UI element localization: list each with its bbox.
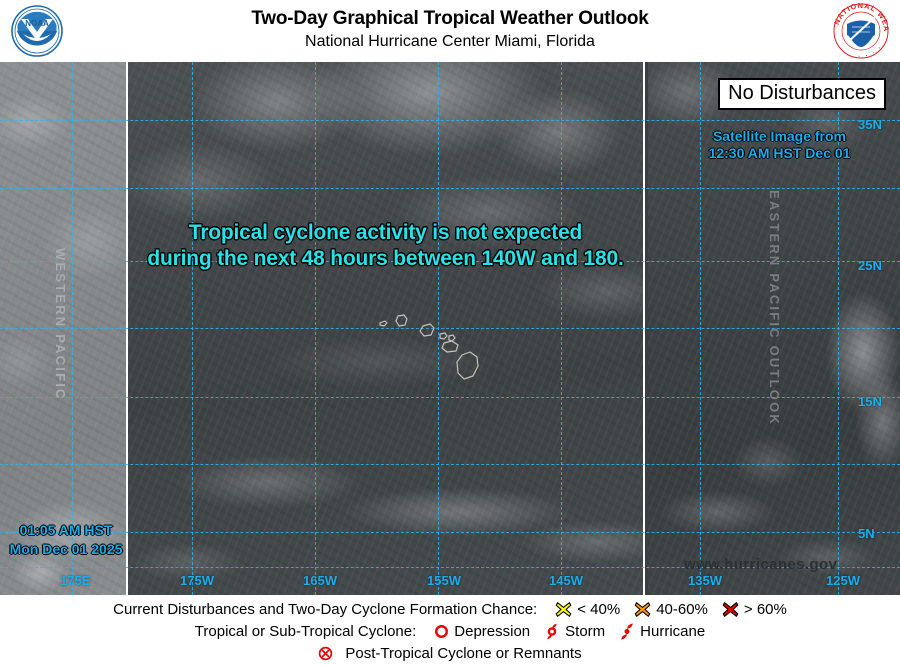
western-pacific-label: WESTERN PACIFIC: [53, 248, 68, 401]
latitude-label: 5N: [858, 526, 875, 541]
longitude-label: 125W: [826, 573, 860, 588]
longitude-label: 165W: [303, 573, 337, 588]
hurricane-spiral-icon: [619, 622, 635, 640]
longitude-label: 175W: [180, 573, 214, 588]
noaa-logo: NOAA: [8, 4, 66, 59]
status-badge: No Disturbances: [718, 78, 886, 110]
page-title: Two-Day Graphical Tropical Weather Outlo…: [251, 8, 649, 29]
legend-row-cyclone-types: Tropical or Sub-Tropical Cyclone: Depres…: [0, 620, 900, 642]
legend-label-chance-medium: 40-60%: [656, 600, 708, 618]
x-mark-icon: [634, 601, 651, 618]
local-time-stamp: 01:05 AM HST Mon Dec 01 2025: [9, 522, 123, 557]
header: NOAA Two-Day Graphical Tropical Weather …: [0, 0, 900, 62]
legend-item-depression: Depression: [434, 623, 530, 640]
legend: Current Disturbances and Two-Day Cyclone…: [0, 595, 900, 665]
legend-item-chance-medium: 40-60%: [634, 601, 708, 618]
legend-label-depression: Depression: [454, 622, 531, 640]
storm-spiral-icon: [544, 623, 560, 640]
svg-text:NOAA: NOAA: [25, 19, 49, 28]
legend-item-storm: Storm: [544, 623, 605, 640]
eastern-pacific-outlook-label: EASTERN PACIFIC OUTLOOK: [767, 190, 782, 426]
legend-item-chance-low: < 40%: [555, 601, 620, 618]
outlook-message: Tropical cyclone activity is not expecte…: [147, 221, 624, 270]
depression-circle-icon: [434, 624, 449, 639]
longitude-label: 175E: [60, 573, 91, 588]
latitude-label: 15N: [858, 394, 882, 409]
legend-row-post-tropical: Post-Tropical Cyclone or Remnants: [0, 642, 900, 664]
legend-label-chance-low: < 40%: [577, 600, 621, 618]
legend-label-storm: Storm: [565, 622, 606, 640]
legend-item-chance-high: > 60%: [722, 601, 787, 618]
longitude-label: 155W: [427, 573, 461, 588]
longitude-label: 145W: [549, 573, 583, 588]
legend-formation-chance-label: Current Disturbances and Two-Day Cyclone…: [113, 600, 538, 618]
x-mark-icon: [555, 601, 572, 618]
legend-label-chance-high: > 60%: [743, 600, 787, 618]
satellite-map[interactable]: WESTERN PACIFIC EASTERN PACIFIC OUTLOOK …: [0, 62, 900, 595]
website-watermark: www.hurricanes.gov: [684, 556, 838, 573]
legend-row-formation-chance: Current Disturbances and Two-Day Cyclone…: [0, 598, 900, 620]
legend-cyclone-type-label: Tropical or Sub-Tropical Cyclone:: [194, 622, 417, 640]
header-titles: Two-Day Graphical Tropical Weather Outlo…: [90, 0, 810, 62]
latitude-label: 35N: [858, 117, 882, 132]
latitude-label: 25N: [858, 258, 882, 273]
legend-label-hurricane: Hurricane: [640, 622, 706, 640]
panel-divider: [126, 62, 128, 595]
hawaiian-islands-outline: [374, 300, 494, 395]
x-mark-icon: [722, 601, 739, 618]
panel-divider: [643, 62, 645, 595]
nws-logo: NATIONAL WEATHER SERVICE · · · ·: [827, 0, 892, 60]
page-subtitle: National Hurricane Center Miami, Florida: [305, 33, 595, 50]
satellite-image-time: Satellite Image from 12:30 AM HST Dec 01: [708, 128, 851, 161]
legend-label-post-tropical: Post-Tropical Cyclone or Remnants: [345, 644, 582, 662]
legend-item-post-tropical: Post-Tropical Cyclone or Remnants: [318, 644, 582, 662]
legend-item-hurricane: Hurricane: [619, 623, 705, 640]
longitude-label: 135W: [688, 573, 722, 588]
post-tropical-icon: [318, 646, 333, 661]
